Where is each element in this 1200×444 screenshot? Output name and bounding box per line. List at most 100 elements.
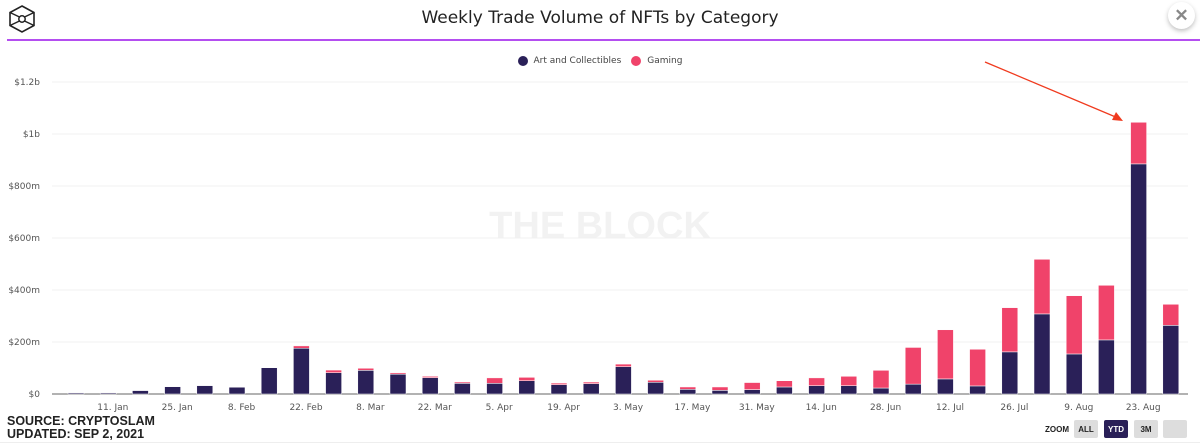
- bar-art-and-collectibles[interactable]: [647, 382, 664, 395]
- x-tick-label: 9. Aug: [1064, 403, 1093, 413]
- bar-gaming[interactable]: [969, 349, 986, 387]
- bar-gaming[interactable]: [325, 369, 342, 373]
- bar-art-and-collectibles[interactable]: [679, 389, 697, 395]
- x-tick-label: 8. Feb: [228, 403, 256, 413]
- bar-gaming[interactable]: [743, 382, 761, 390]
- bar-gaming[interactable]: [904, 347, 922, 385]
- bar-art-and-collectibles[interactable]: [969, 385, 986, 395]
- legend: Art and Collectibles Gaming: [0, 56, 1200, 66]
- header-divider: [7, 39, 1200, 41]
- x-tick-label: 19. Apr: [547, 403, 580, 413]
- legend-dot-art: [517, 56, 528, 66]
- annotation-arrowhead: [1112, 112, 1123, 121]
- bar-art-and-collectibles[interactable]: [550, 384, 568, 395]
- bar-gaming[interactable]: [840, 376, 858, 386]
- x-tick-label: 31. May: [739, 403, 775, 413]
- bar-gaming[interactable]: [582, 381, 600, 384]
- bar-art-and-collectibles[interactable]: [615, 366, 632, 395]
- legend-label-art: Art and Collectibles: [533, 56, 622, 66]
- watermark: THE BLOCK: [489, 205, 711, 247]
- bar-art-and-collectibles[interactable]: [582, 383, 600, 395]
- bar-art-and-collectibles[interactable]: [99, 392, 117, 395]
- legend-item-art[interactable]: Art and Collectibles: [517, 56, 622, 66]
- bar-art-and-collectibles[interactable]: [389, 373, 407, 395]
- zoom-label: ZOOM: [1045, 425, 1069, 434]
- bar-art-and-collectibles[interactable]: [196, 385, 214, 395]
- bar-gaming[interactable]: [1130, 122, 1147, 165]
- zoom-all-button[interactable]: ALL: [1074, 420, 1098, 438]
- zoom-blank-button[interactable]: [1163, 420, 1187, 438]
- close-icon[interactable]: ✕: [1168, 2, 1195, 29]
- x-tick-label: 14. Jun: [806, 403, 837, 413]
- y-tick-label: $600m: [8, 234, 40, 244]
- bar-gaming[interactable]: [615, 363, 632, 367]
- bar-art-and-collectibles[interactable]: [421, 377, 439, 395]
- bar-art-and-collectibles[interactable]: [776, 386, 793, 395]
- bar-gaming[interactable]: [1162, 304, 1180, 326]
- bar-art-and-collectibles[interactable]: [454, 383, 471, 395]
- bar-art-and-collectibles[interactable]: [711, 390, 729, 395]
- bar-art-and-collectibles[interactable]: [743, 389, 761, 395]
- source-note: SOURCE: CRYPTOSLAM UPDATED: SEP 2, 2021: [7, 415, 155, 441]
- bar-art-and-collectibles[interactable]: [228, 386, 246, 395]
- bar-gaming[interactable]: [550, 382, 568, 385]
- bar-gaming[interactable]: [1065, 295, 1083, 355]
- bar-art-and-collectibles[interactable]: [486, 383, 503, 395]
- bar-art-and-collectibles[interactable]: [1065, 353, 1083, 395]
- bar-art-and-collectibles[interactable]: [518, 380, 536, 395]
- y-tick-label: $200m: [8, 338, 40, 348]
- y-tick-label: $800m: [8, 182, 40, 192]
- updated-text: UPDATED: SEP 2, 2021: [7, 427, 145, 441]
- x-tick-label: 12. Jul: [936, 403, 964, 413]
- y-tick-label: $1.2b: [14, 78, 40, 88]
- zoom-ytd-button[interactable]: YTD: [1104, 420, 1128, 438]
- bar-art-and-collectibles[interactable]: [67, 392, 85, 395]
- bar-gaming[interactable]: [293, 345, 310, 349]
- y-tick-label: $1b: [23, 130, 40, 140]
- bar-gaming[interactable]: [518, 377, 536, 381]
- bar-art-and-collectibles[interactable]: [1098, 339, 1115, 395]
- bar-art-and-collectibles[interactable]: [325, 372, 342, 395]
- bar-art-and-collectibles[interactable]: [808, 385, 825, 395]
- bar-gaming[interactable]: [1001, 307, 1019, 353]
- x-tick-label: 8. Mar: [356, 403, 385, 413]
- bar-art-and-collectibles[interactable]: [293, 347, 310, 395]
- bar-gaming[interactable]: [421, 376, 439, 378]
- bar-gaming[interactable]: [808, 377, 825, 386]
- bar-gaming[interactable]: [647, 379, 664, 383]
- bar-gaming[interactable]: [711, 386, 729, 391]
- bar-gaming[interactable]: [776, 380, 793, 388]
- bar-art-and-collectibles[interactable]: [132, 390, 149, 395]
- bar-gaming[interactable]: [454, 381, 471, 384]
- bar-art-and-collectibles[interactable]: [840, 385, 858, 395]
- bar-gaming[interactable]: [1098, 285, 1115, 341]
- x-tick-label: 11. Jan: [97, 403, 128, 413]
- bar-art-and-collectibles[interactable]: [260, 367, 278, 395]
- bar-gaming[interactable]: [389, 372, 407, 375]
- bar-gaming[interactable]: [357, 368, 375, 371]
- bar-art-and-collectibles[interactable]: [164, 386, 181, 395]
- bar-art-and-collectibles[interactable]: [1033, 313, 1051, 395]
- bar-art-and-collectibles[interactable]: [904, 383, 922, 395]
- bar-art-and-collectibles[interactable]: [937, 378, 954, 395]
- x-tick-label: 3. May: [613, 403, 644, 413]
- bar-art-and-collectibles[interactable]: [872, 387, 890, 395]
- bar-art-and-collectibles[interactable]: [357, 370, 375, 395]
- x-tick-label: 17. May: [675, 403, 711, 413]
- bar-art-and-collectibles[interactable]: [1001, 351, 1019, 395]
- bar-gaming[interactable]: [486, 377, 503, 384]
- zoom-3m-button[interactable]: 3M: [1134, 420, 1158, 438]
- bar-art-and-collectibles[interactable]: [1162, 325, 1180, 395]
- chart-title: Weekly Trade Volume of NFTs by Category: [421, 8, 779, 28]
- bar-gaming[interactable]: [937, 329, 954, 380]
- bar-gaming[interactable]: [1033, 259, 1051, 315]
- annotation-arrow: [984, 61, 1119, 119]
- bar-gaming[interactable]: [679, 386, 697, 390]
- footer-divider: [0, 442, 1200, 443]
- bar-art-and-collectibles[interactable]: [1130, 163, 1147, 395]
- cube-logo-icon: [9, 5, 35, 33]
- y-tick-label: $400m: [8, 286, 40, 296]
- bar-gaming[interactable]: [872, 370, 890, 389]
- legend-item-gaming[interactable]: Gaming: [631, 56, 682, 66]
